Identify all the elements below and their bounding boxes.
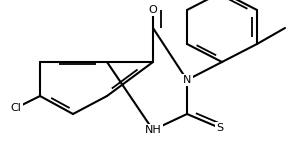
Text: Cl: Cl (11, 103, 21, 113)
Text: S: S (216, 123, 223, 133)
Text: NH: NH (145, 125, 161, 135)
Text: N: N (183, 75, 191, 85)
Text: O: O (149, 5, 157, 15)
